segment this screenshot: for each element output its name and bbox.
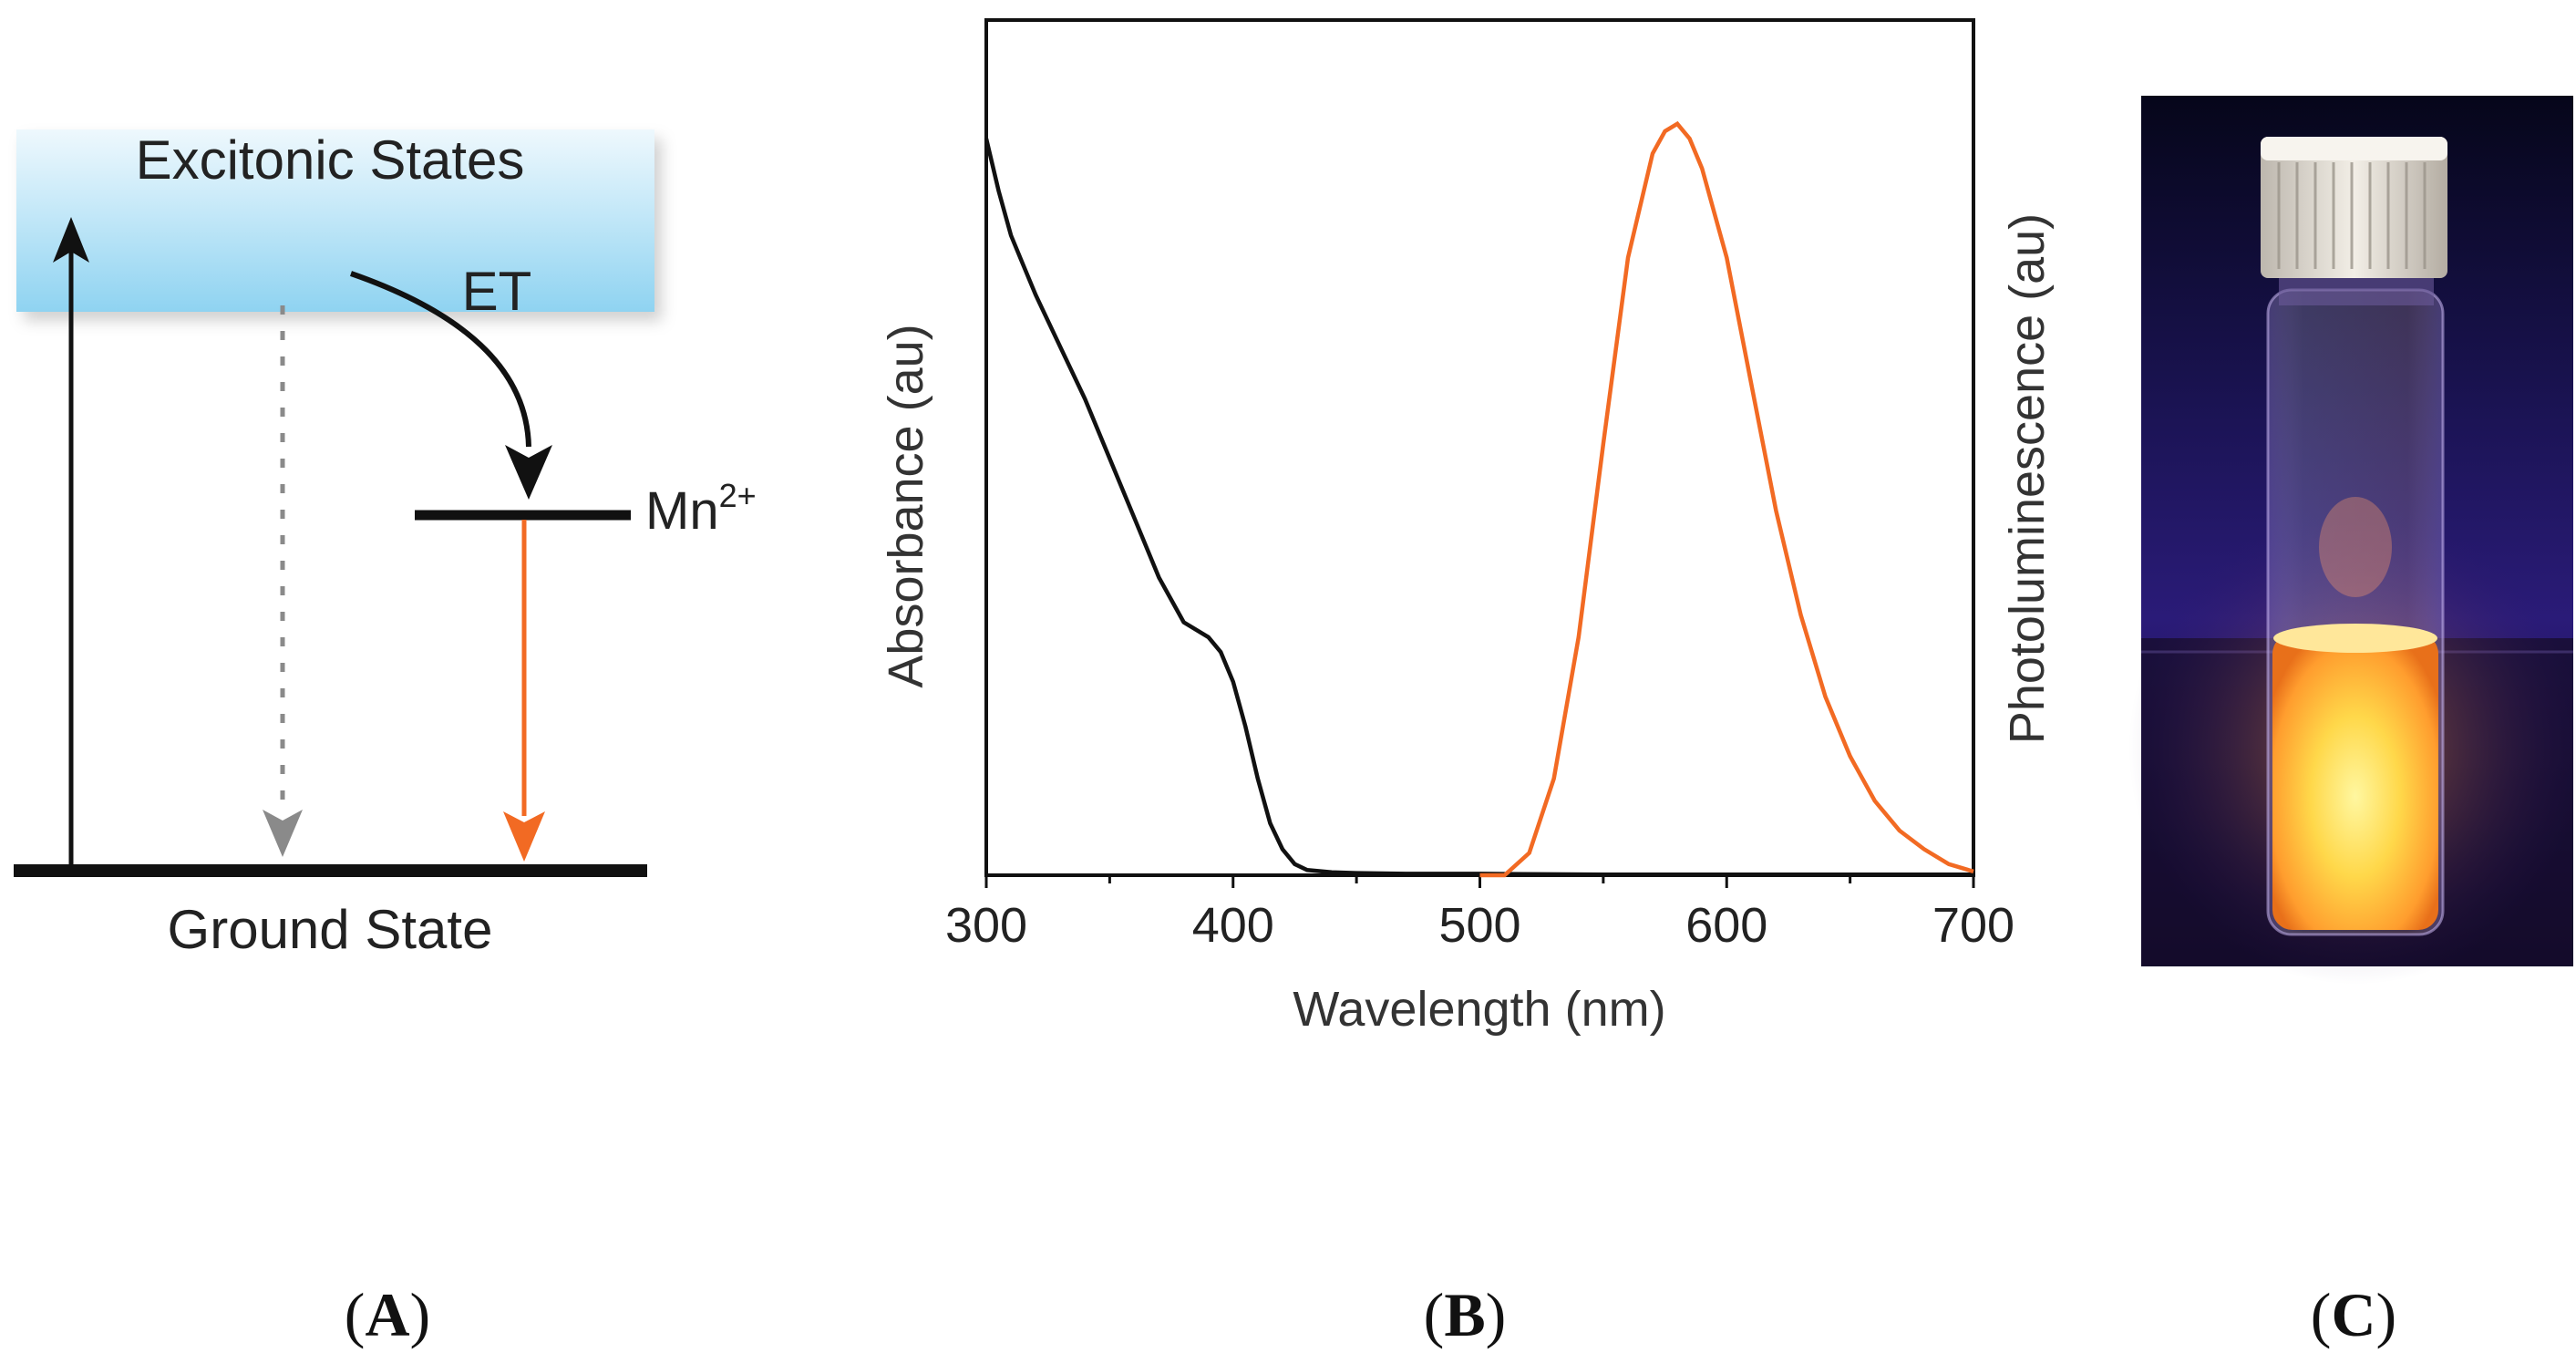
x-tick-label: 300 xyxy=(945,898,1027,953)
plot-frame xyxy=(984,18,1975,877)
x-axis-label: Wavelength (nm) xyxy=(1293,982,1665,1037)
cap-top xyxy=(2261,137,2447,160)
relaxation-arrowhead xyxy=(263,810,303,857)
energy-level-diagram: Excitonic States ET Mn2+ Ground State xyxy=(14,129,757,960)
absorbance-series-line xyxy=(984,138,1973,877)
ground-state-label: Ground State xyxy=(168,899,493,960)
panel-label-a: (A) xyxy=(345,1280,430,1349)
vial-photograph xyxy=(2128,96,2576,985)
x-tick-label: 700 xyxy=(1932,898,2014,953)
y-axis-label-right: Photoluminescence (au) xyxy=(2000,213,2055,744)
mn-label: Mn2+ xyxy=(645,477,757,541)
meniscus-reflection xyxy=(2319,497,2392,597)
excitation-arrowhead xyxy=(53,217,89,263)
energy-transfer-arrow xyxy=(350,271,531,448)
spectra-chart: 300 400 500 600 700 Wavelength (nm) Absorban… xyxy=(879,18,2055,1037)
vial-cap xyxy=(2261,137,2447,278)
glowing-liquid xyxy=(2272,634,2438,930)
panel-label-c: (C) xyxy=(2311,1280,2396,1349)
x-tick-label: 600 xyxy=(1685,898,1767,953)
emission-arrowhead xyxy=(503,811,545,862)
x-tick-label: 400 xyxy=(1192,898,1274,953)
et-arrowhead xyxy=(505,445,552,500)
excitonic-states-label: Excitonic States xyxy=(136,129,525,191)
x-tick-label: 500 xyxy=(1438,898,1520,953)
mn-superscript: 2+ xyxy=(719,477,757,514)
panel-label-b: (B) xyxy=(1424,1280,1507,1349)
cap-ridges xyxy=(2277,162,2427,269)
photoluminescence-series-line xyxy=(1479,120,1974,878)
x-ticks: 300 400 500 600 700 xyxy=(945,875,2014,953)
et-label: ET xyxy=(462,261,532,322)
liquid-meniscus xyxy=(2273,624,2437,653)
y-axis-label-left: Absorbance (au) xyxy=(879,324,933,687)
excitonic-band xyxy=(16,129,654,312)
